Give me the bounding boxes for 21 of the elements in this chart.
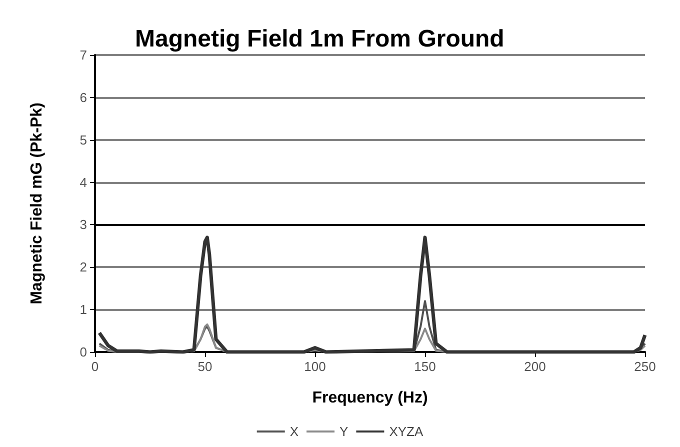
y-tick-label: 2 [80, 260, 87, 275]
legend-label: Y [340, 424, 349, 439]
line-series [98, 236, 647, 354]
legend-label: XYZA [389, 424, 424, 439]
legend-label: X [290, 424, 299, 439]
x-tick-label: 0 [91, 359, 99, 374]
chart-title: Magnetig Field 1m From Ground [135, 26, 504, 52]
y-axis-title: Magnetic Field mG (Pk-Pk) [28, 102, 46, 304]
x-tick-label: 50 [198, 359, 212, 374]
y-tick-label: 7 [80, 48, 87, 62]
y-tick-label: 1 [80, 302, 87, 318]
x-tick-label: 250 [634, 359, 656, 374]
x-tick-label: 200 [524, 359, 546, 374]
x-axis-title: Frequency (Hz) [312, 390, 428, 406]
y-tick-label: 5 [80, 132, 87, 148]
y-tick-label: 3 [80, 217, 87, 232]
x-tick-label: 100 [304, 359, 326, 374]
y-tick-label: 6 [80, 90, 87, 105]
y-tick-label: 4 [80, 174, 87, 190]
x-tick-label: 150 [414, 359, 436, 374]
y-tick-label: 0 [80, 344, 87, 360]
